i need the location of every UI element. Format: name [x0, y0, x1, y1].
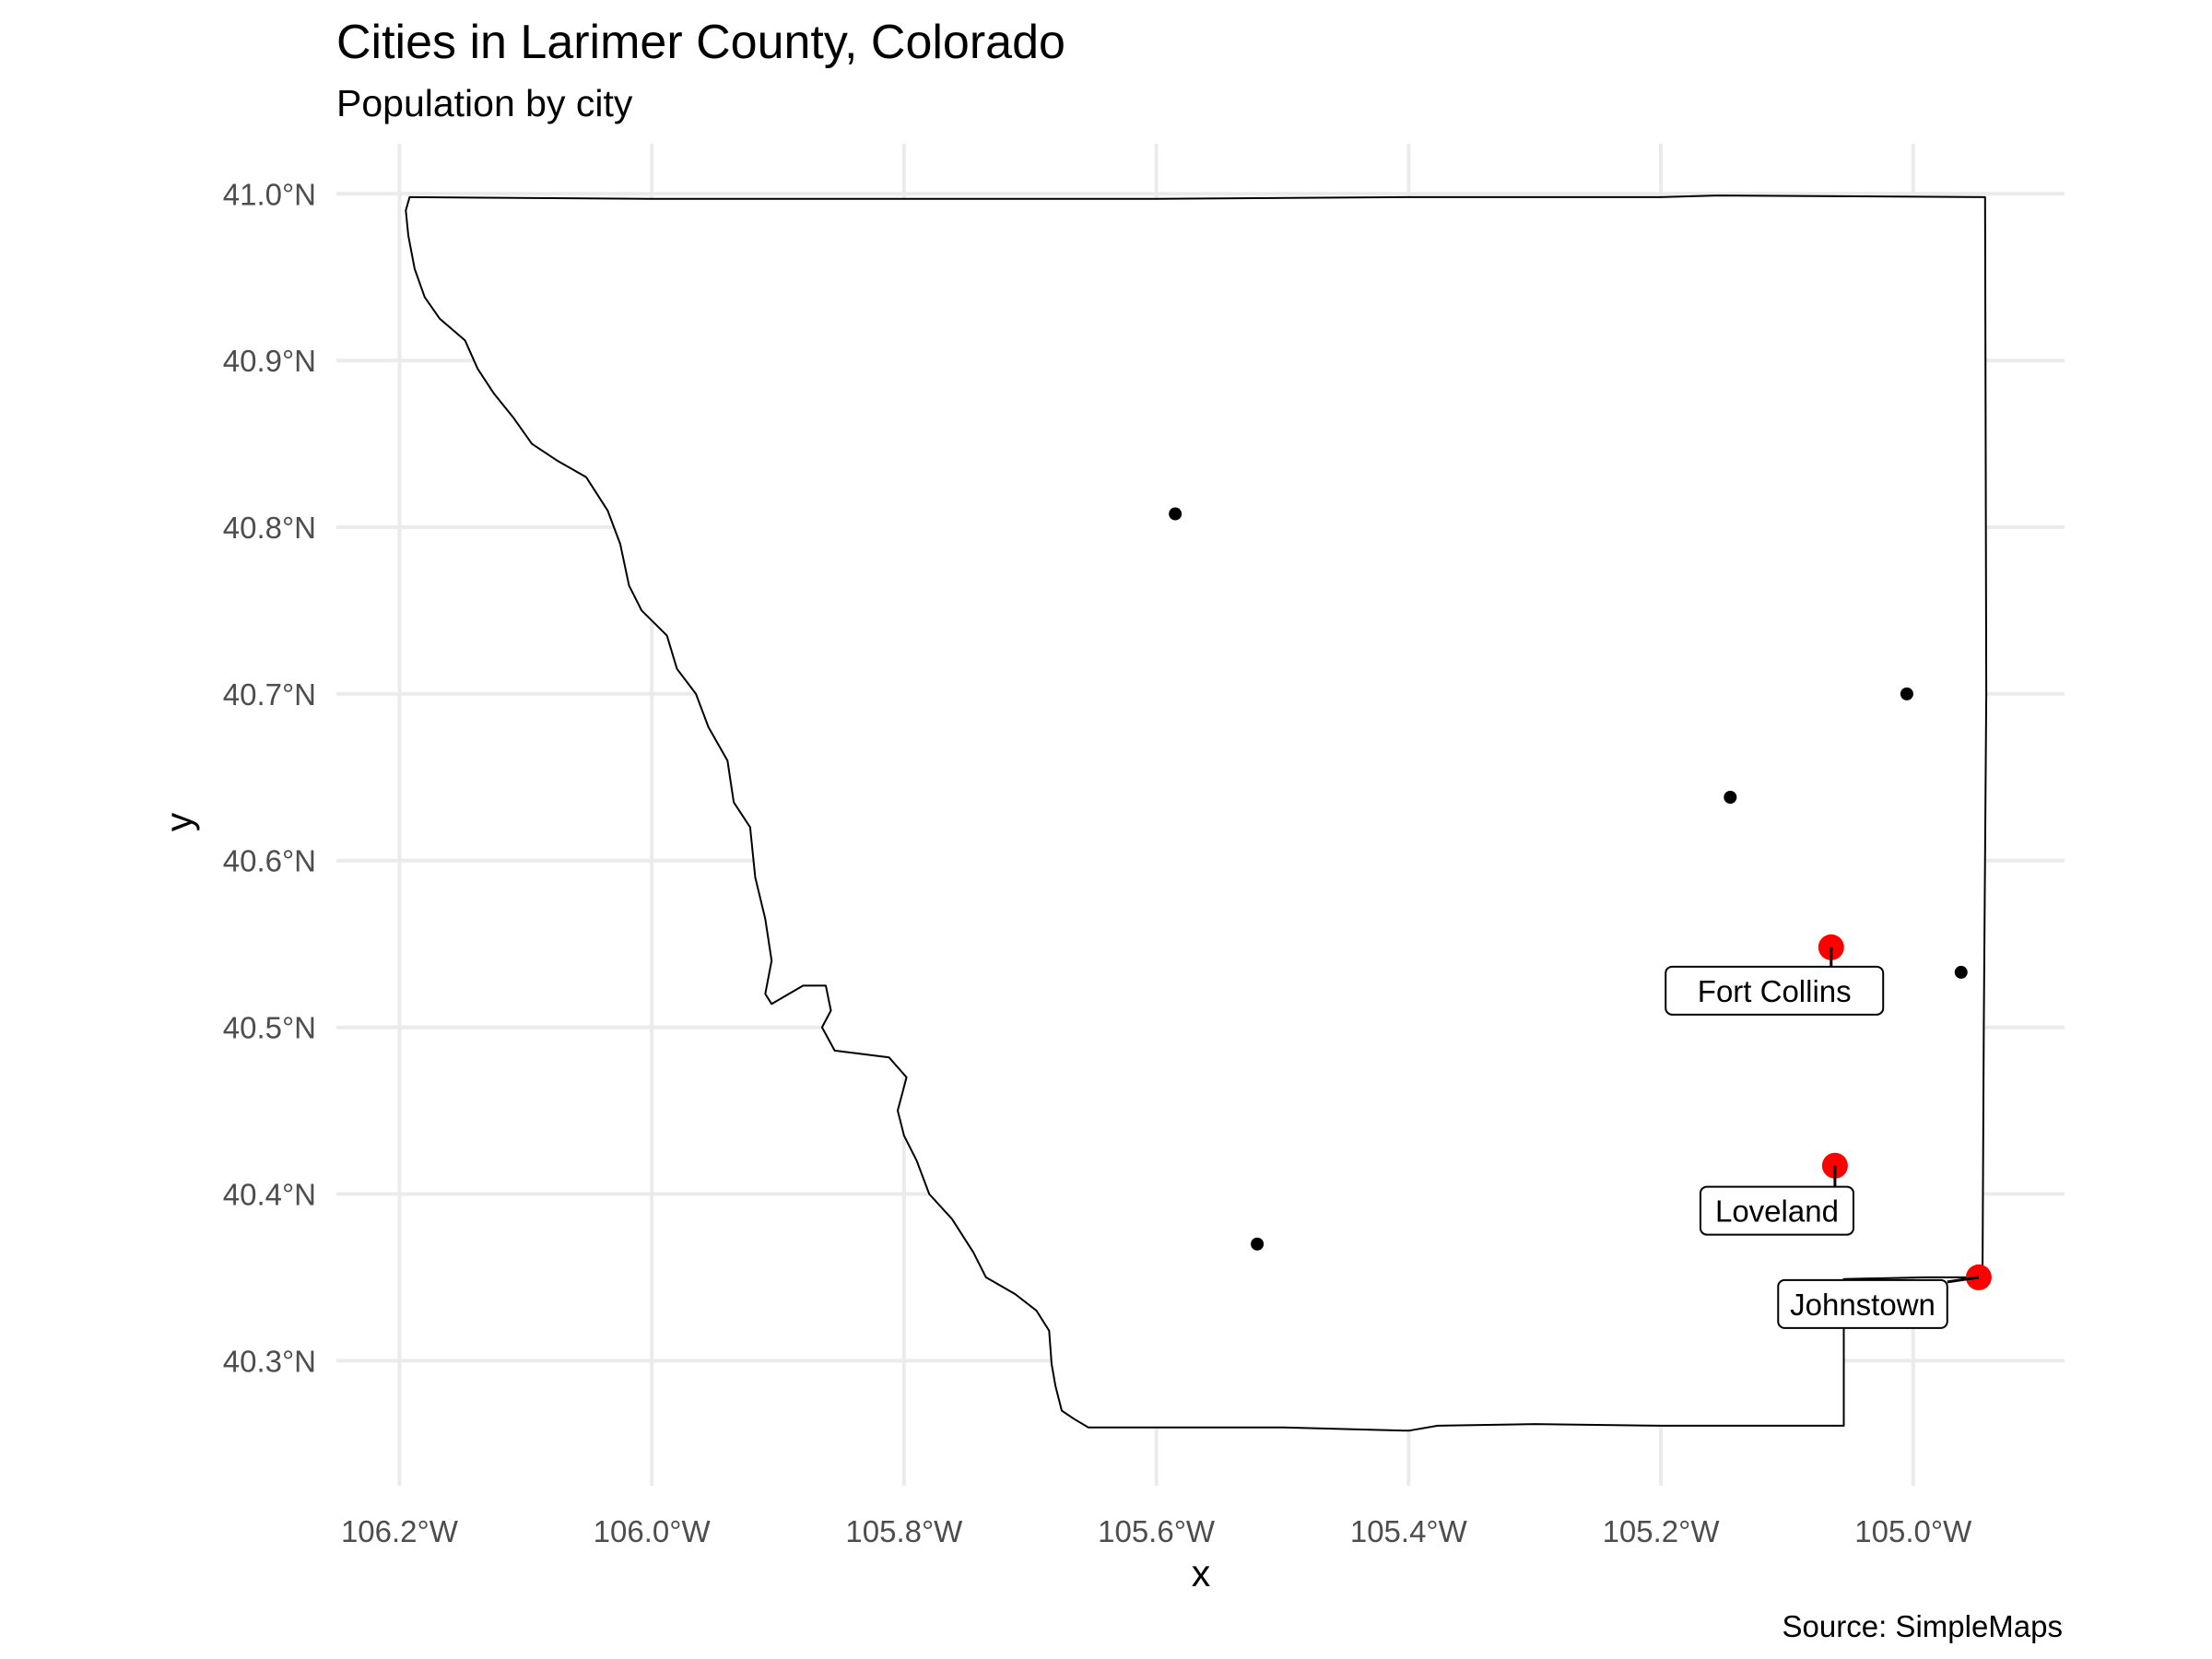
city-point [1900, 687, 1913, 700]
county-boundary [405, 194, 1988, 1432]
chart-title: Cities in Larimer County, Colorado [336, 16, 1065, 69]
x-tick-labels: 106.2°W 106.0°W 105.8°W 105.6°W 105.4°W 105.2… [341, 1514, 1972, 1548]
y-tick-label: 40.3°N [223, 1344, 316, 1378]
y-axis-title: y [158, 812, 200, 831]
y-tick-label: 40.9°N [223, 344, 316, 378]
county-layer [405, 194, 1988, 1432]
city-label-box [1665, 965, 1885, 1016]
label-leader-line [1947, 1276, 1980, 1284]
chart-subtitle: Population by city [336, 82, 633, 124]
city-label: Fort Collins [1698, 974, 1852, 1008]
x-tick-label: 106.2°W [341, 1514, 459, 1548]
x-tick-label: 106.0°W [594, 1514, 712, 1548]
city-label: Loveland [1715, 1194, 1839, 1229]
city-labels: Fort Collins Loveland Johnstown [1665, 947, 1980, 1329]
city-point [1169, 507, 1182, 521]
city-point [1954, 965, 1968, 979]
y-tick-label: 40.5°N [223, 1011, 316, 1045]
y-tick-label: 41.0°N [223, 177, 316, 211]
city-label-box [1699, 1185, 1854, 1236]
x-tick-label: 105.6°W [1098, 1514, 1216, 1548]
city-label: Johnstown [1790, 1288, 1936, 1322]
y-tick-label: 40.6°N [223, 844, 316, 878]
city-point [1724, 791, 1737, 805]
y-tick-label: 40.4°N [223, 1177, 316, 1211]
y-tick-label: 40.8°N [223, 511, 316, 545]
source-caption: Source: SimpleMaps [1782, 1609, 2063, 1643]
x-tick-label: 105.4°W [1350, 1514, 1468, 1548]
y-tick-labels: 40.3°N 40.4°N 40.5°N 40.6°N 40.7°N 40.8°N 40.9… [223, 177, 316, 1378]
x-axis-title: x [1192, 1552, 1211, 1594]
city-point [1251, 1237, 1265, 1251]
city-label-box [1777, 1278, 1948, 1329]
x-tick-label: 105.8°W [845, 1514, 963, 1548]
y-tick-label: 40.7°N [223, 677, 316, 712]
x-tick-label: 105.0°W [1854, 1514, 1972, 1548]
x-tick-label: 105.2°W [1603, 1514, 1721, 1548]
